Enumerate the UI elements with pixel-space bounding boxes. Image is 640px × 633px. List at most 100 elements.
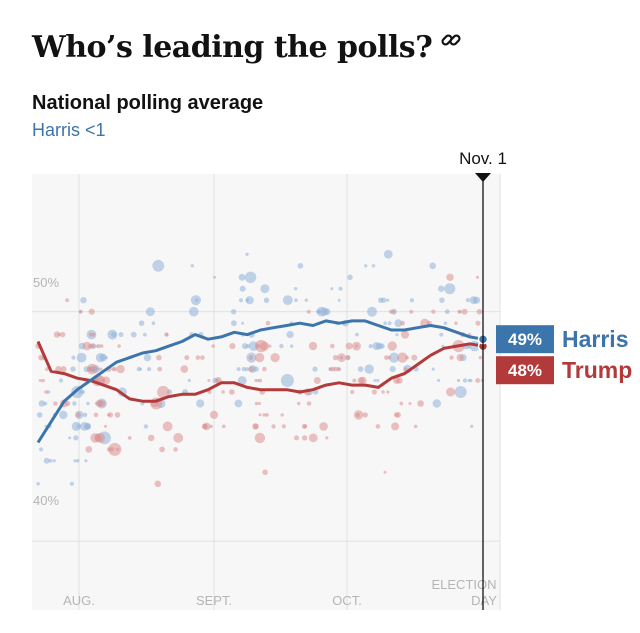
poll-dot	[308, 341, 318, 351]
poll-dot	[41, 378, 45, 383]
poll-dot	[53, 331, 61, 338]
poll-dot	[75, 412, 81, 418]
poll-dot	[262, 366, 267, 372]
gridlines	[32, 174, 501, 610]
poll-dot	[352, 341, 361, 351]
poll-dot	[478, 355, 483, 360]
poll-dot	[190, 264, 194, 268]
poll-dot	[78, 309, 83, 314]
headline-text: Who’s leading the polls?	[32, 30, 433, 65]
poll-dot	[470, 424, 474, 428]
poll-dot	[297, 263, 304, 269]
poll-dot	[350, 389, 355, 395]
poll-dot	[465, 298, 470, 303]
poll-dot	[211, 344, 215, 348]
poll-dot	[80, 297, 87, 304]
poll-dot	[379, 343, 385, 349]
poll-dot	[396, 377, 403, 384]
poll-dot	[173, 447, 178, 452]
poll-dot	[395, 333, 399, 337]
poll-dot	[260, 341, 269, 351]
poll-dot	[221, 390, 225, 394]
poll-dot	[316, 309, 321, 314]
poll-dot	[39, 447, 44, 452]
poll-dot	[446, 387, 456, 397]
poll-dot	[207, 379, 211, 382]
poll-dot	[462, 378, 468, 383]
poll-dot	[138, 320, 145, 327]
poll-dot	[239, 285, 246, 292]
poll-dot	[281, 424, 286, 429]
poll-dot	[355, 332, 359, 337]
poll-dot	[449, 355, 454, 360]
poll-dot	[60, 331, 66, 338]
poll-dot	[99, 367, 103, 371]
poll-dot	[336, 367, 341, 372]
poll-dot	[107, 412, 114, 418]
poll-dot	[271, 424, 276, 429]
trump-value-badge	[496, 356, 554, 385]
poll-dot	[352, 378, 357, 383]
poll-dot	[241, 366, 247, 372]
poll-dot	[53, 401, 58, 406]
harris-name-label: Harris	[562, 326, 628, 352]
poll-dot	[371, 264, 376, 268]
plot-background	[32, 174, 500, 610]
poll-dot	[76, 424, 81, 429]
poll-dot	[409, 298, 414, 303]
poll-dot	[444, 309, 450, 315]
poll-dot	[45, 367, 49, 371]
poll-dot	[294, 287, 298, 291]
poll-dot	[338, 286, 343, 291]
poll-dot	[375, 424, 381, 429]
poll-dot	[467, 378, 471, 383]
poll-dot	[306, 401, 312, 406]
poll-dot	[304, 298, 308, 302]
poll-dot	[258, 413, 262, 417]
poll-dot	[100, 344, 104, 348]
poll-dot	[98, 400, 106, 407]
poll-dot	[443, 321, 448, 326]
leader-text: Harris <1	[32, 120, 106, 140]
poll-dot	[94, 434, 102, 442]
poll-dot	[195, 355, 201, 360]
poll-dot	[475, 320, 481, 326]
poll-dot	[456, 354, 464, 362]
poll-dot	[52, 459, 56, 463]
poll-dot	[43, 457, 50, 464]
poll-dot	[104, 356, 108, 360]
poll-dot	[127, 436, 132, 440]
poll-dot	[364, 264, 368, 268]
poll-dot	[248, 366, 255, 373]
today-marker-label: Nov. 1	[459, 149, 507, 168]
poll-dot	[114, 412, 121, 418]
poll-dot	[429, 262, 437, 270]
poll-dot	[239, 298, 243, 303]
poll-dot	[444, 283, 456, 295]
poll-dot	[88, 308, 95, 315]
poll-dot	[234, 399, 243, 408]
poll-dot	[265, 320, 271, 326]
link-icon[interactable]	[440, 24, 462, 59]
poll-dot	[475, 275, 480, 279]
poll-dot	[231, 320, 237, 327]
poll-dot	[88, 332, 93, 337]
poll-dot	[254, 379, 258, 382]
poll-dot	[389, 366, 396, 373]
poll-dot	[200, 355, 205, 360]
poll-dot	[387, 355, 392, 360]
poll-dot	[368, 344, 373, 349]
poll-dot	[71, 421, 81, 431]
today-marker-arrow	[475, 173, 491, 182]
trump-name-label: Trump	[562, 357, 632, 383]
poll-dot	[383, 249, 393, 259]
poll-dot	[454, 386, 467, 398]
poll-dot	[388, 309, 393, 314]
poll-dot	[263, 297, 270, 303]
poll-dot	[245, 252, 249, 256]
y-tick-label-40: 40%	[33, 493, 59, 508]
poll-dot	[302, 435, 308, 441]
poll-dot	[202, 422, 211, 431]
poll-dot	[187, 378, 191, 383]
poll-dot	[44, 390, 48, 394]
